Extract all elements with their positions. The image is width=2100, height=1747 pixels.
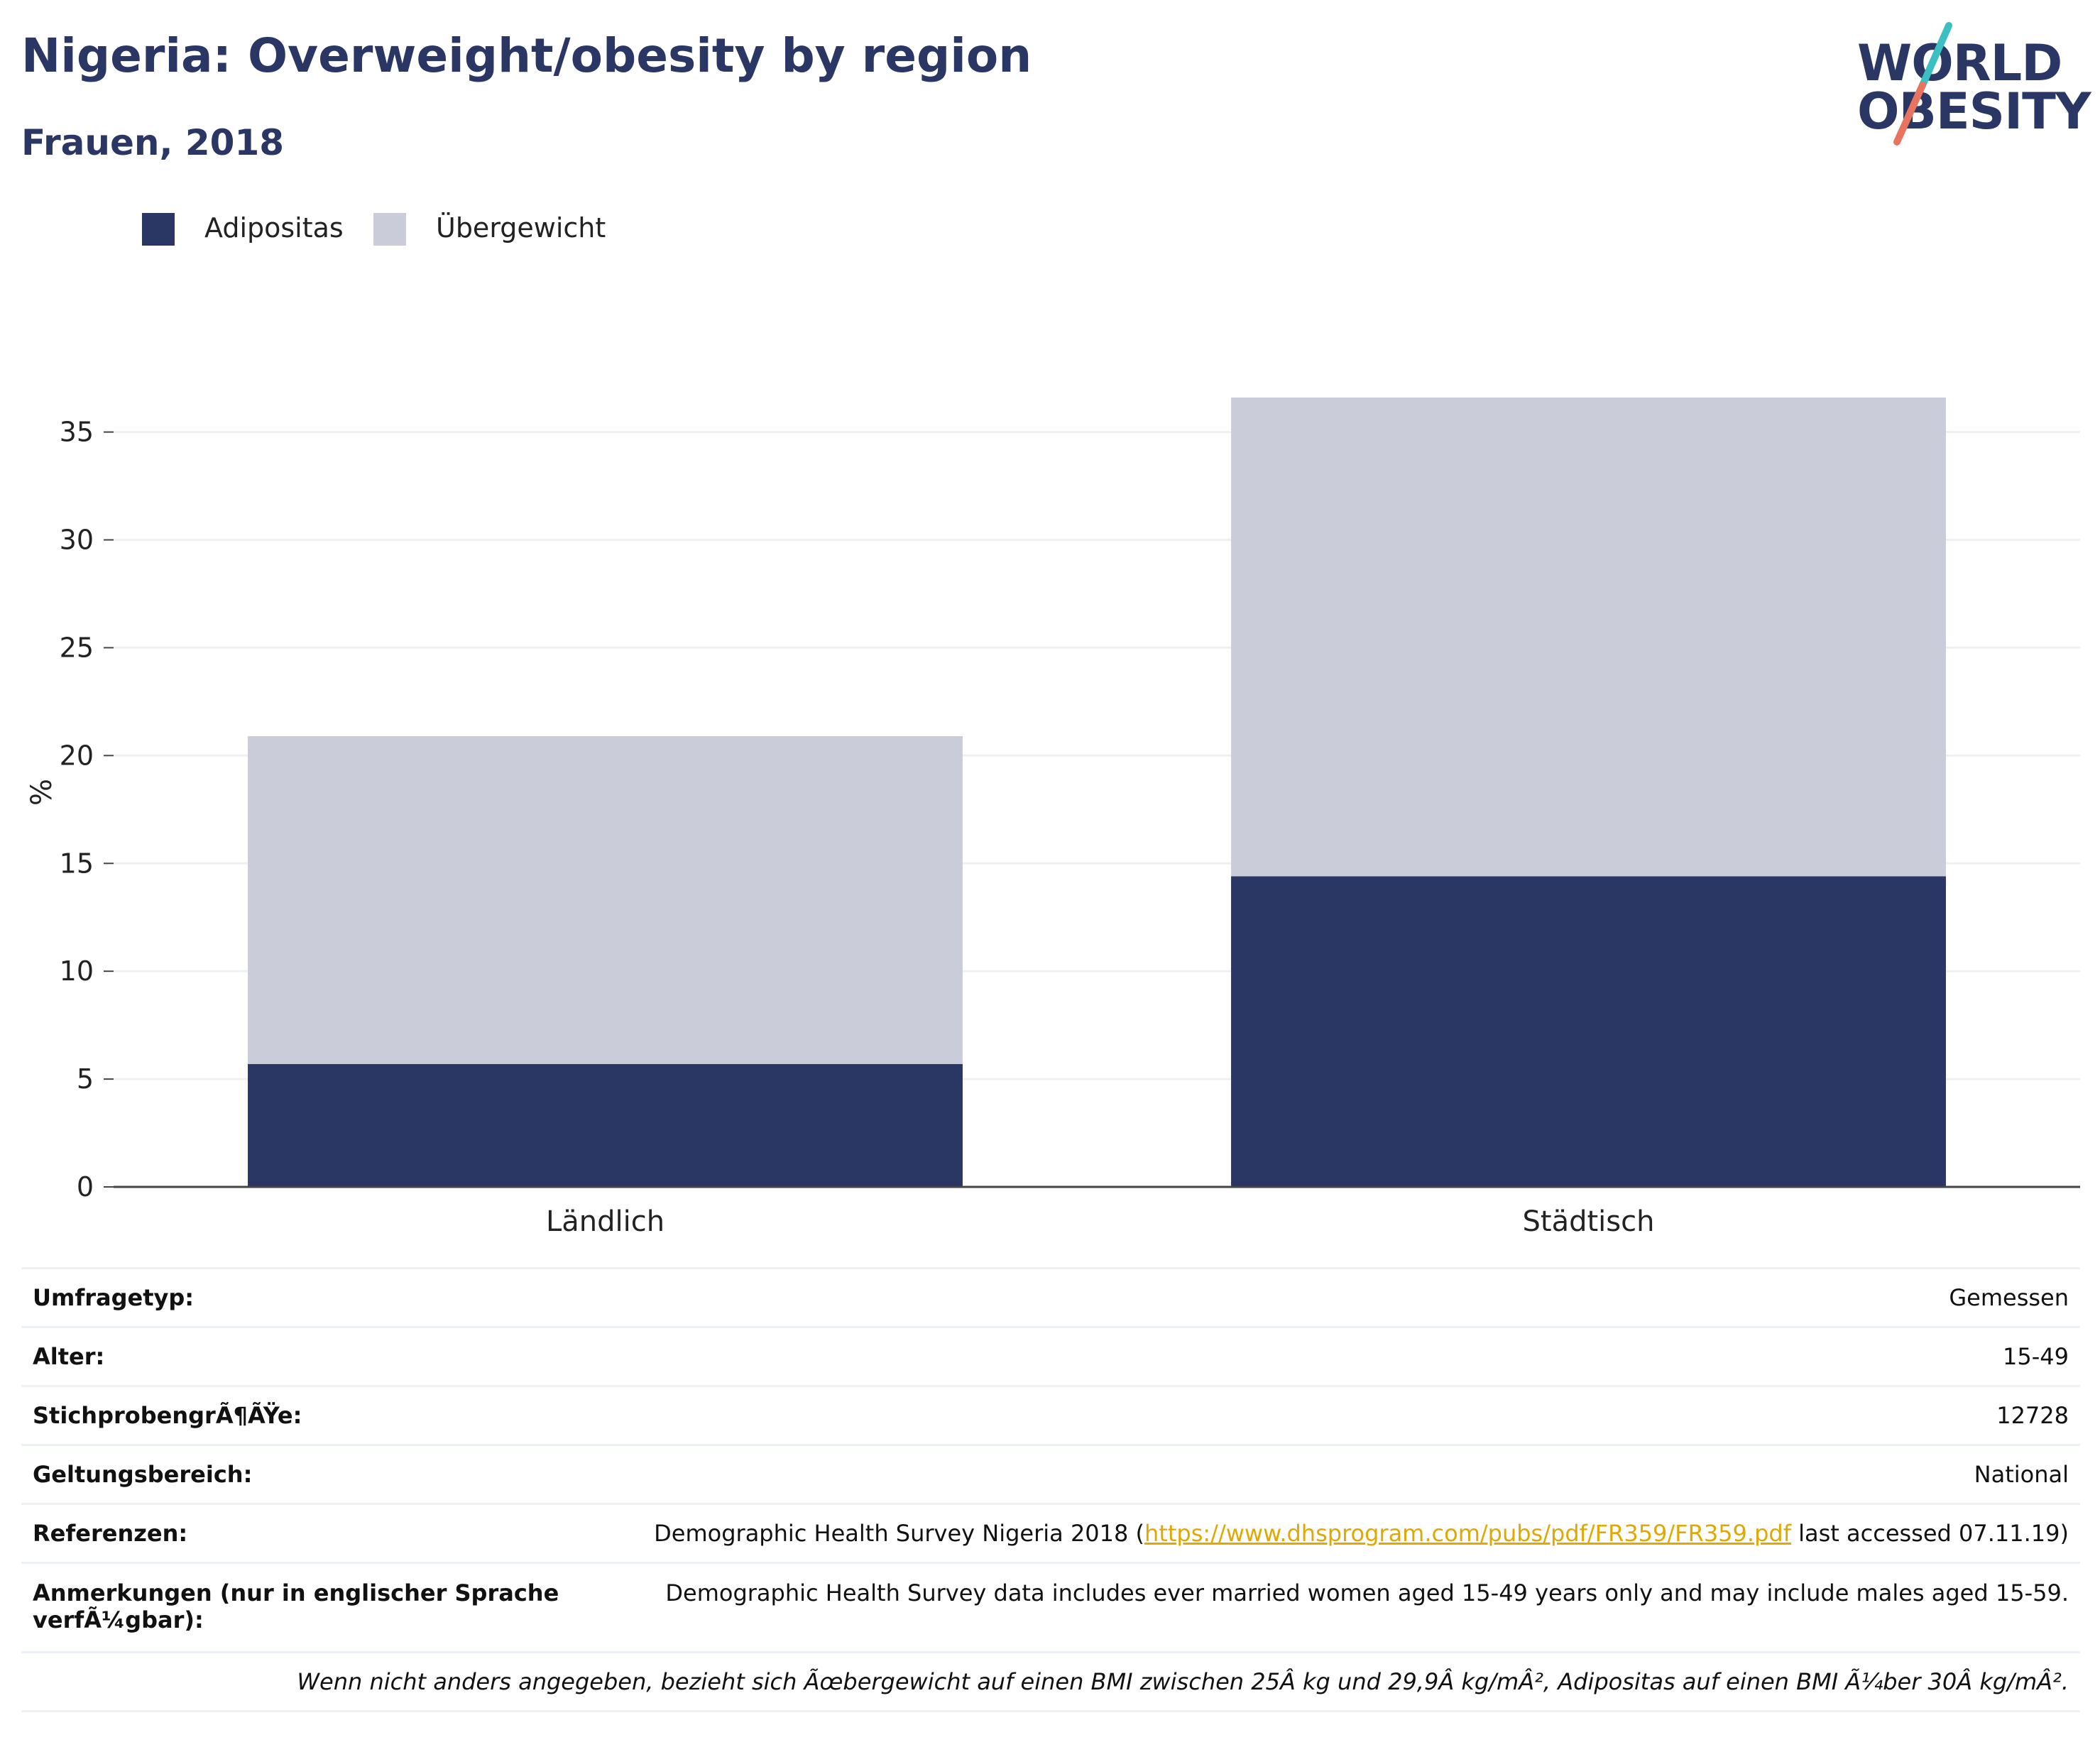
references-label: Referenzen: [21,1503,584,1563]
info-value: National [584,1444,2080,1504]
references-value: Demographic Health Survey Nigeria 2018 (… [584,1503,2080,1563]
logo-text-obesity: OBESITY [1857,82,2091,141]
notes-value: Demographic Health Survey data includes … [584,1562,2080,1653]
y-tick-label: 20 [60,740,94,771]
chart-title: Nigeria: Overweight/obesity by region [21,28,1032,83]
info-value: 12728 [584,1385,2080,1445]
logo-slash-icon [1893,22,1952,146]
notes-label: Anmerkungen (nur in englischer Sprache v… [21,1562,584,1653]
y-tick-label: 15 [60,848,94,879]
info-row: Umfragetyp: Gemessen [21,1267,2080,1327]
info-value: 15-49 [584,1326,2080,1386]
world-obesity-logo: WORLD OBESITY [1846,21,2091,149]
y-axis-label: % [26,779,58,806]
y-tick-label: 10 [60,955,94,987]
y-tick-label: 35 [60,417,94,448]
bar-adipositas-laendlich [248,1063,963,1187]
survey-info-table: Umfragetyp: Gemessen Alter: 15-49 Stichprobe… [21,1267,2080,1712]
info-value: Gemessen [584,1267,2080,1327]
info-row-references: Referenzen: Demographic Health Survey Nig… [21,1503,2080,1563]
logo-text-world: WORLD [1857,34,2062,92]
y-tick-label: 30 [60,525,94,556]
footnote-text: Wenn nicht anders angegeben, bezieht sic… [21,1651,2080,1712]
y-tick-label: 0 [77,1171,94,1203]
info-label: Alter: [21,1326,584,1386]
x-tick-label: Ländlich [546,1205,665,1238]
info-row: StichprobengrÃ¶ÃŸe: 12728 [21,1385,2080,1445]
chart-subtitle: Frauen, 2018 [21,122,285,163]
info-label: Umfragetyp: [21,1267,584,1327]
y-tick-label: 5 [77,1063,94,1095]
legend-swatch-uebergewicht [373,213,406,246]
stacked-bar-chart: 0 5 10 15 20 25 30 35 Ländlich Städtisch% [26,398,2080,1238]
bar-uebergewicht-staedtisch [1231,398,1946,877]
info-row: Alter: 15-49 [21,1326,2080,1386]
legend-label-adipositas: Adipositas [204,212,344,243]
info-label: Geltungsbereich: [21,1444,584,1504]
info-row: Geltungsbereich: National [21,1444,2080,1504]
legend-swatch-adipositas [142,213,175,246]
bar-adipositas-staedtisch [1231,876,1946,1187]
info-row-footnote: Wenn nicht anders angegeben, bezieht sic… [21,1651,2080,1712]
bar-uebergewicht-laendlich [248,736,963,1064]
legend-label-uebergewicht: Übergewicht [436,212,606,243]
info-label: StichprobengrÃ¶ÃŸe: [21,1385,584,1445]
x-tick-label: Städtisch [1523,1205,1655,1238]
y-tick-label: 25 [60,632,94,663]
info-row-notes: Anmerkungen (nur in englischer Sprache v… [21,1562,2080,1653]
reference-link[interactable]: https://www.dhsprogram.com/pubs/pdf/FR35… [1144,1520,1791,1547]
